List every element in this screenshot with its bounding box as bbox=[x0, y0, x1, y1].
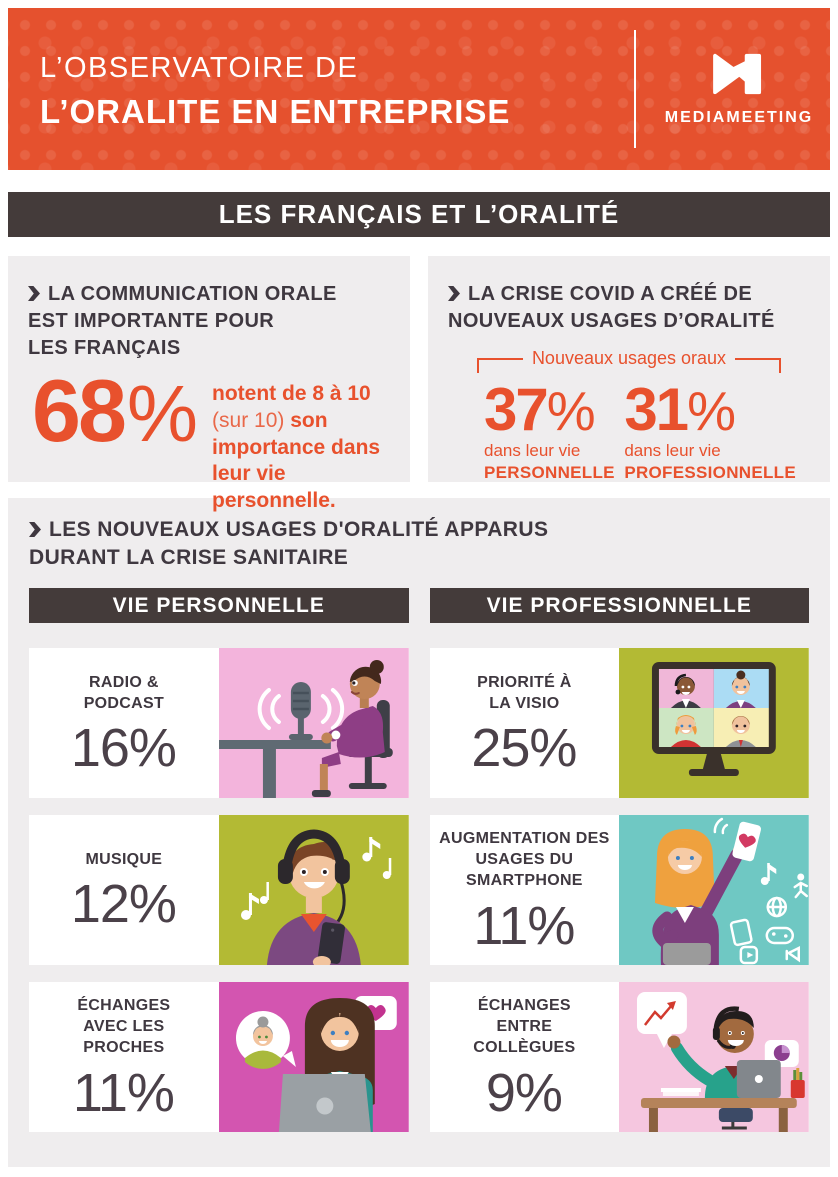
usage-value: 16% bbox=[70, 718, 177, 779]
section-banner: LES FRANÇAIS ET L’ORALITÉ bbox=[8, 192, 830, 237]
woman-laptop-family-call-illustration bbox=[218, 982, 409, 1133]
usage-value: 9% bbox=[485, 1062, 563, 1123]
video-call-monitor-illustration bbox=[619, 648, 809, 799]
stat-68-block: 68% notent de 8 à 10 (sur 10) son import… bbox=[28, 361, 390, 514]
usage-card-radio-podcast: RADIO & PODCAST 16% bbox=[29, 648, 409, 799]
stat-68-description: notent de 8 à 10 (sur 10) son importance… bbox=[212, 382, 381, 513]
page-title-line1: L’OBSERVATOIRE DE bbox=[40, 52, 359, 84]
man-desk-headset-illustration bbox=[619, 982, 809, 1133]
woman-smartphone-apps-illustration bbox=[619, 815, 809, 966]
bracket-line-left bbox=[476, 357, 523, 373]
brand-name: MEDIAMEETING bbox=[664, 109, 814, 126]
usage-label: RADIO & PODCAST bbox=[83, 673, 165, 712]
mediameeting-logo-icon bbox=[713, 53, 762, 95]
man-headphones-music-illustration bbox=[218, 815, 409, 966]
usage-value: 12% bbox=[70, 874, 177, 935]
stat-68-value: 68% bbox=[32, 361, 199, 461]
chevron-bullet-icon bbox=[29, 522, 41, 537]
usage-label: MUSIQUE bbox=[85, 851, 163, 869]
bracket-label: Nouveaux usages oraux bbox=[448, 348, 810, 373]
usage-card-visio: PRIORITÉ À LA VISIO 25% bbox=[429, 648, 809, 799]
column-header-personnelle: VIE PERSONNELLE bbox=[29, 588, 409, 624]
chevron-bullet-icon bbox=[28, 286, 40, 301]
header-divider bbox=[634, 30, 636, 148]
usage-value: 11% bbox=[72, 1062, 175, 1123]
covid-stats: 37% dans leur vie PERSONNELLE 31% dans l… bbox=[448, 373, 810, 483]
stat-31-professionnelle: 31% dans leur vie PROFESSIONNELLE bbox=[624, 375, 796, 482]
usage-value: 25% bbox=[471, 718, 578, 779]
page-title: L’OBSERVATOIRE DE L’ORALITE EN ENTREPRIS… bbox=[40, 52, 510, 131]
section-banner-title: LES FRANÇAIS ET L’ORALITÉ bbox=[218, 199, 620, 229]
brand-block: MEDIAMEETING bbox=[648, 8, 830, 170]
bracket-line-right bbox=[735, 357, 782, 373]
usage-card-collegues: ÉCHANGES ENTRE COLLÈGUES 9% bbox=[429, 982, 809, 1133]
stat-box-heading: LA COMMUNICATION ORALE EST IMPORTANTE PO… bbox=[28, 283, 337, 359]
usage-card-smartphone: AUGMENTATION DES USAGES DU SMARTPHONE 11… bbox=[429, 815, 809, 966]
column-header-professionnelle: VIE PROFESSIONNELLE bbox=[429, 588, 809, 624]
column-headers: VIE PERSONNELLE VIE PROFESSIONNELLE bbox=[29, 588, 809, 624]
usage-label: PRIORITÉ À LA VISIO bbox=[477, 673, 572, 712]
usages-grid: RADIO & PODCAST 16% bbox=[29, 648, 809, 1133]
page-title-line2: L’ORALITE EN ENTREPRISE bbox=[40, 93, 511, 130]
usage-label: ÉCHANGES ENTRE COLLÈGUES bbox=[473, 997, 576, 1057]
intro-stats-row: LA COMMUNICATION ORALE EST IMPORTANTE PO… bbox=[8, 256, 830, 512]
header-banner: L’OBSERVATOIRE DE L’ORALITE EN ENTREPRIS… bbox=[8, 8, 830, 170]
stat-box-covid: LA CRISE COVID A CRÉÉ DE NOUVEAUX USAGES… bbox=[428, 256, 830, 482]
stat-37-personnelle: 37% dans leur vie PERSONNELLE bbox=[484, 375, 615, 482]
woman-podcast-mic-illustration bbox=[218, 648, 409, 799]
usage-label: ÉCHANGES AVEC LES PROCHES bbox=[77, 997, 171, 1057]
usage-label: AUGMENTATION DES USAGES DU SMARTPHONE bbox=[439, 830, 610, 890]
usages-heading: LES NOUVEAUX USAGES D'ORALITÉ APPARUS DU… bbox=[29, 518, 549, 569]
chevron-bullet-icon bbox=[448, 286, 460, 301]
usages-section: LES NOUVEAUX USAGES D'ORALITÉ APPARUS DU… bbox=[8, 498, 830, 1167]
usage-value: 11% bbox=[473, 895, 576, 956]
stat-box-heading: LA CRISE COVID A CRÉÉ DE NOUVEAUX USAGES… bbox=[448, 283, 775, 332]
stat-box-communication: LA COMMUNICATION ORALE EST IMPORTANTE PO… bbox=[8, 256, 410, 512]
usage-card-musique: MUSIQUE 12% bbox=[29, 815, 409, 966]
usage-card-proches: ÉCHANGES AVEC LES PROCHES 11% bbox=[29, 982, 409, 1133]
